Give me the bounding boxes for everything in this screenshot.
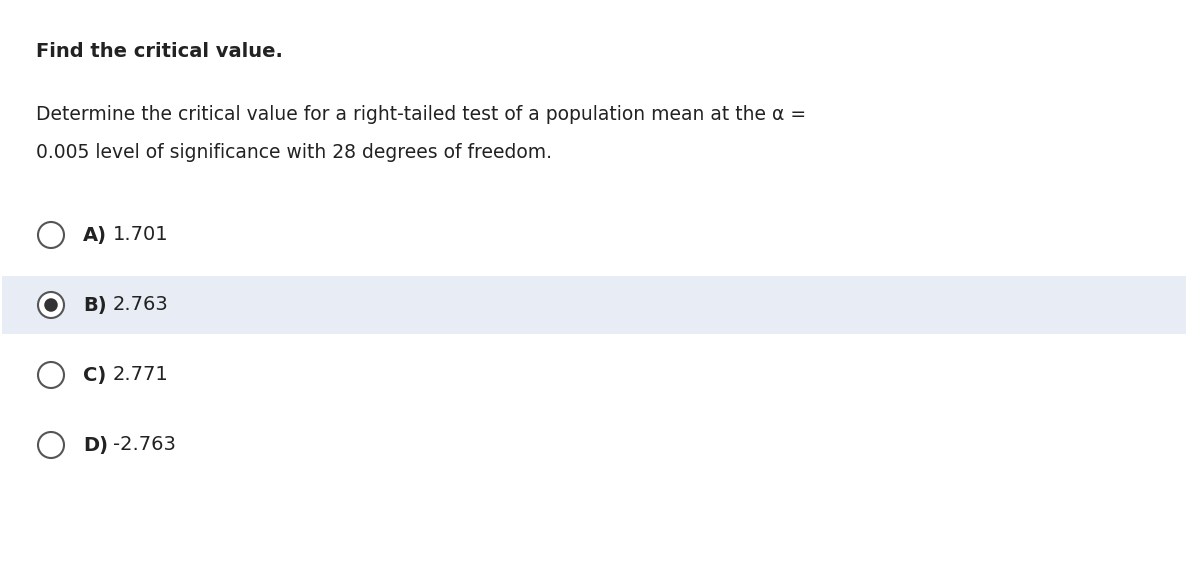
- Text: B): B): [83, 296, 107, 315]
- Text: Find the critical value.: Find the critical value.: [36, 42, 283, 61]
- Circle shape: [44, 298, 58, 312]
- Circle shape: [38, 292, 64, 318]
- Text: 1.701: 1.701: [113, 225, 169, 244]
- Text: 0.005 level of significance with 28 degrees of freedom.: 0.005 level of significance with 28 degr…: [36, 143, 552, 162]
- Text: D): D): [83, 436, 108, 455]
- Circle shape: [38, 362, 64, 388]
- Text: -2.763: -2.763: [113, 436, 176, 455]
- Text: C): C): [83, 365, 107, 384]
- Text: 2.771: 2.771: [113, 365, 169, 384]
- Text: Determine the critical value for a right-tailed test of a population mean at the: Determine the critical value for a right…: [36, 105, 806, 124]
- FancyBboxPatch shape: [2, 276, 1187, 334]
- Text: A): A): [83, 225, 107, 244]
- Circle shape: [38, 222, 64, 248]
- Circle shape: [38, 432, 64, 458]
- Text: 2.763: 2.763: [113, 296, 169, 315]
